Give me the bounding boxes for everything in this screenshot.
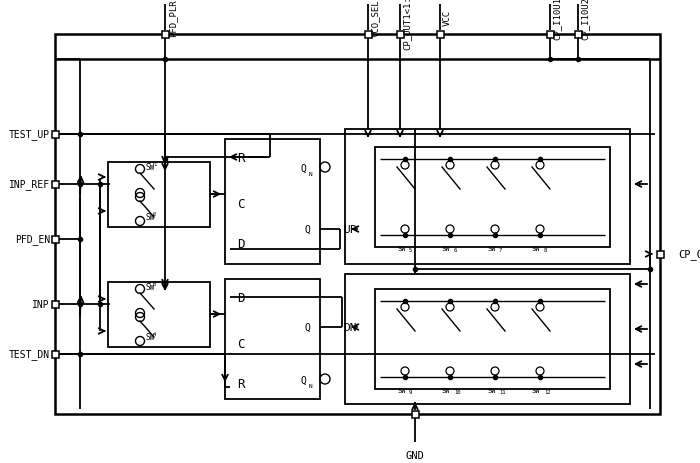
- Text: CP_OUT1<1:0>: CP_OUT1<1:0>: [403, 0, 412, 50]
- Bar: [225, 279, 320, 399]
- Text: CP_I10U2: CP_I10U2: [581, 0, 590, 39]
- Text: TEST_DN: TEST_DN: [9, 349, 50, 360]
- Text: INP_REF: INP_REF: [9, 179, 50, 190]
- Text: Q: Q: [300, 375, 306, 385]
- Text: 1: 1: [153, 162, 156, 167]
- Text: SW: SW: [146, 283, 155, 292]
- Text: PFD_EN: PFD_EN: [15, 234, 50, 245]
- Bar: [575, 31, 582, 38]
- Text: SW: SW: [146, 163, 155, 172]
- Text: C: C: [237, 198, 244, 211]
- Text: D: D: [237, 291, 244, 304]
- Text: 8: 8: [544, 247, 547, 252]
- Text: 4: 4: [153, 332, 156, 337]
- Text: SW: SW: [146, 213, 155, 222]
- Text: R: R: [237, 378, 244, 391]
- Text: Q: Q: [304, 322, 310, 332]
- Text: SW: SW: [146, 333, 155, 342]
- Bar: [375, 148, 610, 247]
- Bar: [55, 35, 660, 414]
- Text: 10: 10: [454, 389, 461, 394]
- Bar: [52, 131, 59, 138]
- Text: Q: Q: [304, 225, 310, 234]
- Text: 9: 9: [409, 389, 412, 394]
- Bar: [547, 31, 554, 38]
- Text: GND: GND: [405, 450, 424, 460]
- Bar: [108, 282, 210, 347]
- Text: SW: SW: [532, 387, 540, 393]
- Text: C: C: [237, 338, 244, 351]
- Text: TEST_UP: TEST_UP: [9, 129, 50, 140]
- Text: SW: SW: [487, 245, 496, 251]
- Bar: [345, 130, 630, 264]
- Text: N: N: [308, 171, 312, 176]
- Text: R: R: [237, 151, 244, 164]
- Text: CP_OUT: CP_OUT: [678, 249, 700, 260]
- Text: 6: 6: [454, 247, 457, 252]
- Text: Q: Q: [300, 163, 306, 174]
- Bar: [52, 351, 59, 358]
- Text: SW: SW: [442, 387, 451, 393]
- Text: SW: SW: [487, 387, 496, 393]
- Text: SW: SW: [532, 245, 540, 251]
- Text: 5: 5: [409, 247, 412, 252]
- Text: DN: DN: [343, 322, 356, 332]
- Text: 11: 11: [499, 389, 505, 394]
- Text: SW: SW: [442, 245, 451, 251]
- Bar: [225, 140, 320, 264]
- Text: PFD_PLR: PFD_PLR: [168, 0, 177, 37]
- Bar: [396, 31, 403, 38]
- Bar: [52, 301, 59, 308]
- Bar: [52, 236, 59, 243]
- Text: UP: UP: [343, 225, 356, 234]
- Text: SW: SW: [397, 387, 405, 393]
- Text: 2: 2: [153, 212, 156, 217]
- Bar: [412, 411, 419, 418]
- Text: VCC: VCC: [443, 10, 452, 26]
- Text: D: D: [237, 238, 244, 251]
- Bar: [375, 289, 610, 389]
- Bar: [365, 31, 372, 38]
- Bar: [162, 31, 169, 38]
- Text: SW: SW: [397, 245, 405, 251]
- Bar: [108, 163, 210, 227]
- Bar: [345, 275, 630, 404]
- Bar: [52, 181, 59, 188]
- Text: VCO_SEL: VCO_SEL: [371, 0, 380, 37]
- Text: 3: 3: [153, 282, 156, 287]
- Text: 7: 7: [499, 247, 503, 252]
- Text: N: N: [308, 383, 312, 388]
- Text: CP_I10U1: CP_I10U1: [553, 0, 562, 39]
- Text: 12: 12: [544, 389, 550, 394]
- Text: INP: INP: [32, 300, 50, 309]
- Bar: [657, 251, 664, 258]
- Bar: [437, 31, 444, 38]
